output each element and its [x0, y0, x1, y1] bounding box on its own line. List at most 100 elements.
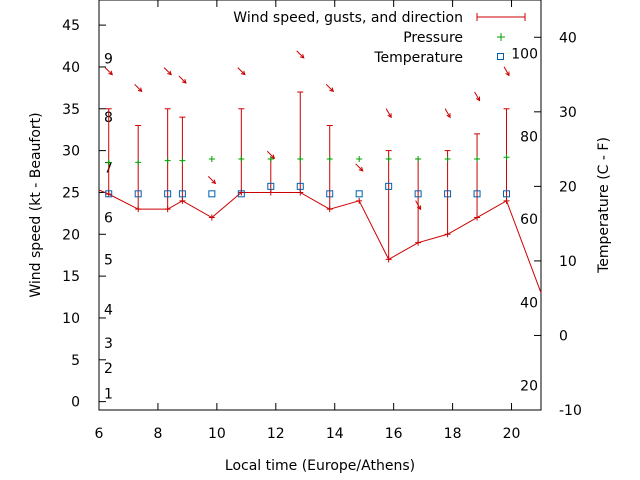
temperature-point — [296, 182, 304, 190]
temperature-point — [355, 190, 363, 198]
wind-speed-point — [326, 206, 333, 213]
y2-tick-label: 10 — [559, 254, 577, 270]
temperature-point — [134, 190, 142, 198]
wind-speed-point — [164, 206, 171, 213]
wind-direction-arrow — [355, 163, 364, 172]
pressure-point — [135, 159, 142, 166]
y2-axis-label: Temperature (C - F) — [596, 137, 612, 274]
wind-speed-point — [208, 214, 215, 221]
temperature-point — [385, 182, 393, 190]
pressure-point — [474, 155, 481, 162]
temperature-point — [208, 190, 216, 198]
beaufort-label: 6 — [104, 211, 113, 227]
y-tick-label: 20 — [62, 227, 80, 243]
legend-temperature-marker — [497, 53, 504, 60]
temperature-point — [444, 190, 452, 198]
wind-direction-arrow — [134, 83, 143, 93]
wind-speed-point — [105, 191, 112, 198]
temperature-point — [237, 190, 245, 198]
pressure-point — [267, 155, 274, 162]
fahrenheit-label: 100 — [511, 47, 538, 63]
temperature-point — [267, 182, 275, 190]
wind-direction-arrow — [266, 150, 276, 160]
pressure-point — [179, 157, 186, 164]
x-tick-label: 18 — [444, 426, 462, 442]
pressure-point — [297, 155, 304, 162]
wind-speed-point — [474, 214, 481, 221]
pressure-point — [503, 154, 510, 161]
y-axis-label: Wind speed (kt - Beaufort) — [28, 112, 44, 297]
wind-speed-point — [179, 197, 186, 204]
legend-pressure-marker — [497, 33, 505, 41]
temperature-point — [414, 190, 422, 198]
y2-tick-label: 0 — [559, 328, 568, 344]
y-tick-label: 0 — [71, 395, 80, 411]
y-tick-label: 10 — [62, 311, 80, 327]
wind-speed-line — [98, 189, 542, 294]
wind-direction-arrow — [178, 75, 187, 84]
fahrenheit-label: 40 — [520, 296, 538, 312]
y2-tick-label: 30 — [559, 105, 577, 121]
wind-direction-arrow — [104, 67, 113, 76]
pressure-point — [444, 155, 451, 162]
temperature-point — [473, 190, 481, 198]
temperature-point — [178, 190, 186, 198]
wind-speed-point — [267, 189, 274, 196]
beaufort-label: 2 — [104, 361, 113, 377]
wind-direction-arrow — [237, 67, 246, 76]
x-tick-label: 20 — [503, 426, 521, 442]
fahrenheit-label: 80 — [520, 129, 538, 145]
y-tick-label: 35 — [62, 102, 80, 118]
wind-speed-point — [444, 231, 451, 238]
y2-tick-label: -10 — [559, 403, 582, 419]
wind-direction-arrow — [385, 108, 392, 119]
temperature-point — [326, 190, 334, 198]
wind-direction-arrow — [325, 83, 334, 93]
fahrenheit-label: 20 — [520, 378, 538, 394]
temperature-point — [105, 190, 113, 198]
plot-frame — [98, 0, 542, 411]
y-tick-label: 45 — [62, 18, 80, 34]
pressure-point — [105, 159, 112, 166]
x-tick-label: 16 — [385, 426, 403, 442]
wind-speed-point — [385, 256, 392, 263]
beaufort-label: 1 — [104, 386, 113, 402]
wind-direction-arrow — [503, 66, 510, 77]
wind-speed-point — [135, 206, 142, 213]
wind-speed-point — [356, 197, 363, 204]
marks — [98, 50, 542, 294]
pressure-point — [164, 157, 171, 164]
y2-tick-label: 20 — [559, 179, 577, 195]
wind-direction-arrow — [296, 50, 305, 59]
temperature-point — [164, 190, 172, 198]
y-tick-label: 15 — [62, 269, 80, 285]
wind-direction-arrow — [207, 176, 217, 185]
wind-direction-arrow — [415, 200, 422, 211]
pressure-point — [326, 155, 333, 162]
y2-tick-label: 40 — [559, 30, 577, 46]
x-tick-label: 6 — [95, 426, 104, 442]
legend: Wind speed, gusts, and direction Pressur… — [233, 10, 526, 66]
pressure-point — [356, 155, 363, 162]
pressure-point — [238, 155, 245, 162]
wind-speed-point — [297, 189, 304, 196]
wind-speed-point — [415, 239, 422, 246]
legend-temperature-label: Temperature — [373, 50, 463, 66]
beaufort-label: 3 — [104, 336, 113, 352]
pressure-point — [208, 155, 215, 162]
wind-speed-point — [503, 197, 510, 204]
beaufort-label: 5 — [104, 252, 113, 268]
y-tick-label: 5 — [71, 353, 80, 369]
wind-direction-arrow — [163, 67, 172, 76]
legend-pressure-label: Pressure — [403, 30, 463, 46]
pressure-point — [385, 155, 392, 162]
beaufort-label: 4 — [104, 303, 113, 319]
x-tick-label: 8 — [153, 426, 162, 442]
y-tick-label: 30 — [62, 144, 80, 160]
pressure-point — [415, 155, 422, 162]
legend-wind-label: Wind speed, gusts, and direction — [233, 10, 463, 26]
beaufort-label: 9 — [104, 52, 113, 68]
axes: 6 8 10 12 14 16 18 20051015202530354045-1001020… — [62, 0, 582, 442]
x-tick-label: 14 — [326, 426, 344, 442]
